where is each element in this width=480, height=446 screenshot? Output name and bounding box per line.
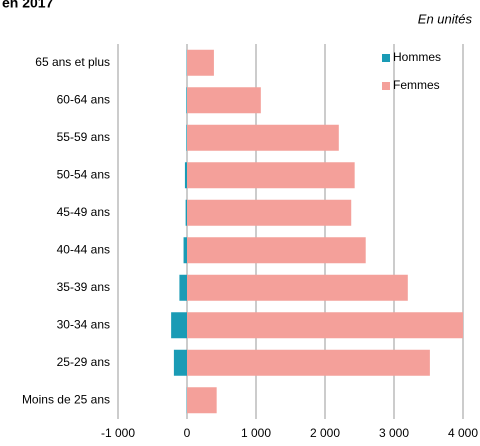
- x-tick-label: 3 000: [379, 426, 409, 440]
- bar: [187, 49, 214, 76]
- y-tick-label: 60-64 ans: [57, 92, 110, 106]
- bar: [187, 274, 408, 301]
- bar: [183, 237, 187, 264]
- bar: [187, 237, 366, 264]
- x-tick-label: 4 000: [448, 426, 478, 440]
- bar: [173, 349, 187, 376]
- x-tick-label: 0: [184, 426, 191, 440]
- bar: [187, 387, 217, 414]
- legend-label: Hommes: [393, 50, 441, 64]
- x-tick-label: 1 000: [241, 426, 271, 440]
- bar: [187, 87, 261, 114]
- chart-title: en 2017: [2, 0, 54, 11]
- bar: [187, 349, 430, 376]
- bar: [187, 312, 463, 339]
- bar: [187, 199, 352, 226]
- bar: [186, 87, 187, 114]
- legend-swatch: [382, 54, 390, 62]
- y-tick-label: 30-34 ans: [57, 317, 110, 331]
- y-tick-label: 65 ans et plus: [35, 55, 110, 69]
- y-tick-label: 40-44 ans: [57, 242, 110, 256]
- y-tick-label: 25-29 ans: [57, 355, 110, 369]
- bar: [184, 162, 187, 189]
- y-tick-label: 50-54 ans: [57, 167, 110, 181]
- y-tick-label: 55-59 ans: [57, 130, 110, 144]
- x-tick-label: 2 000: [310, 426, 340, 440]
- y-tick-label: Moins de 25 ans: [22, 392, 110, 406]
- bar: [179, 274, 187, 301]
- y-tick-label: 35-39 ans: [57, 280, 110, 294]
- bar: [186, 124, 187, 151]
- legend-label: Femmes: [393, 78, 440, 92]
- bar: [185, 199, 187, 226]
- x-tick-label: -1 000: [101, 426, 135, 440]
- legend-swatch: [382, 82, 390, 90]
- bar: [187, 162, 355, 189]
- y-tick-label: 45-49 ans: [57, 205, 110, 219]
- bar: [171, 312, 187, 339]
- chart-subtitle: En unités: [418, 11, 473, 26]
- bar: [187, 124, 339, 151]
